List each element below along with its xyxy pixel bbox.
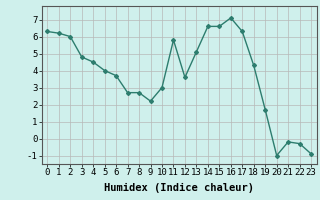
X-axis label: Humidex (Indice chaleur): Humidex (Indice chaleur)	[104, 183, 254, 193]
